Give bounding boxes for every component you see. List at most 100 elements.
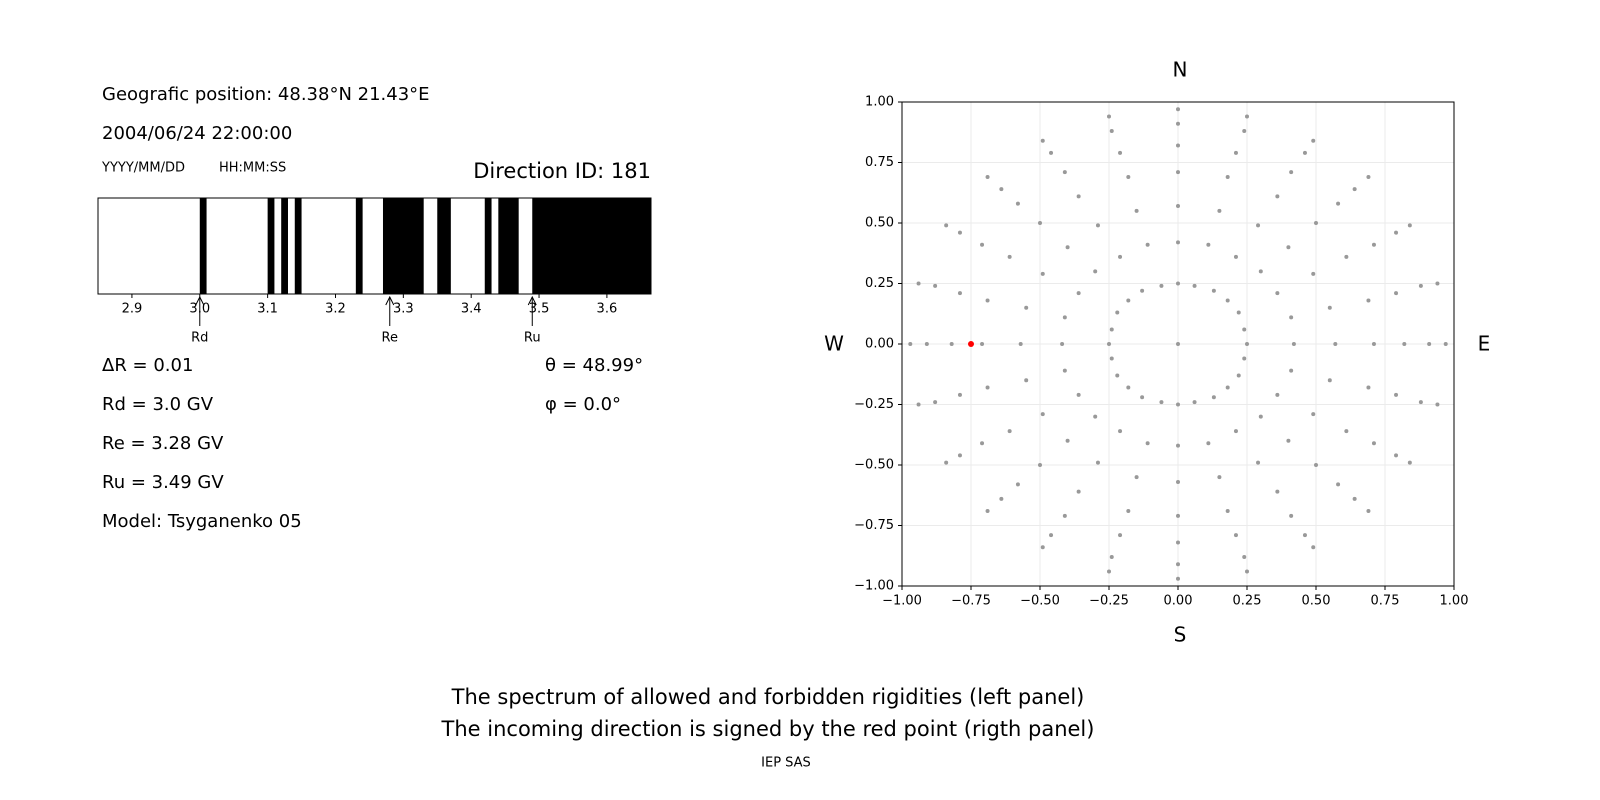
direction-point (1225, 508, 1230, 513)
direction-point (1065, 438, 1070, 443)
spectrum-frame (97, 197, 652, 295)
direction-point (1115, 373, 1120, 378)
x-tick-label: 2.9 (122, 302, 143, 317)
direction-point (1333, 342, 1338, 346)
direction-point (1236, 310, 1241, 315)
direction-point (1095, 223, 1100, 228)
direction-point (980, 342, 985, 346)
direction-point (1311, 545, 1316, 550)
direction-point (1076, 194, 1081, 199)
x-tick-label: 1.00 (1440, 594, 1469, 609)
info-line: Rd = 3.0 GV (102, 394, 214, 415)
direction-point (1140, 288, 1145, 293)
direction-point (1062, 368, 1067, 373)
direction-point (1407, 460, 1412, 465)
x-tick-label: 0.50 (1302, 594, 1331, 609)
direction-point (1145, 242, 1150, 247)
direction-point (1062, 513, 1067, 518)
direction-point (980, 441, 985, 446)
direction-point (1311, 138, 1316, 143)
marker-label: Re (382, 331, 398, 346)
direction-point (1211, 288, 1216, 293)
direction-point (1192, 283, 1197, 288)
marker-label: Rd (191, 331, 208, 346)
direction-point (1038, 221, 1042, 225)
direction-point (957, 392, 962, 397)
direction-point (1176, 513, 1180, 518)
direction-point (916, 402, 921, 407)
y-tick-label: −1.00 (854, 579, 894, 594)
direction-point (1118, 429, 1123, 434)
y-tick-label: 0.50 (865, 216, 894, 231)
direction-point (1242, 356, 1247, 361)
direction-point (1095, 460, 1100, 465)
forbidden-band (382, 198, 424, 294)
direction-point (1040, 138, 1045, 143)
direction-point (1256, 460, 1261, 465)
compass-east: E (1478, 332, 1491, 356)
x-tick-label: 0.75 (1371, 594, 1400, 609)
credit: IEP SAS (761, 756, 811, 771)
direction-point (985, 508, 990, 513)
marker-arrowhead (385, 295, 395, 306)
direction-point (1242, 327, 1247, 332)
direction-point (1245, 114, 1249, 119)
direction-point (1233, 533, 1238, 538)
direction-point (1217, 475, 1222, 480)
direction-point (957, 453, 962, 458)
direction-point (1176, 143, 1180, 148)
direction-point (1233, 254, 1238, 259)
direction-point (1291, 342, 1296, 346)
direction-point (1176, 204, 1180, 209)
direction-point (1366, 508, 1371, 513)
direction-point (1126, 385, 1131, 390)
marker-arrowhead (195, 295, 205, 306)
direction-point (1289, 315, 1294, 320)
direction-point (1275, 392, 1280, 397)
direction-point (1371, 441, 1376, 446)
direction-point (1206, 242, 1211, 247)
forbidden-band (484, 198, 492, 294)
direction-point (1118, 254, 1123, 259)
direction-point (1233, 150, 1238, 155)
forbidden-band (532, 198, 651, 294)
plot-frame (901, 101, 1455, 587)
direction-point (1336, 482, 1341, 487)
direction-point (1206, 441, 1211, 446)
x-tick-label: 3.3 (393, 302, 414, 317)
direction-point (1049, 150, 1054, 155)
direction-point (1394, 392, 1399, 397)
direction-point (1109, 554, 1114, 559)
incoming-direction-point (968, 341, 974, 347)
direction-point (1352, 496, 1357, 501)
direction-point (1176, 342, 1180, 346)
direction-point (1018, 342, 1023, 346)
direction-point (1015, 482, 1020, 487)
info-line: ΔR = 0.01 (102, 355, 193, 376)
direction-point (1275, 489, 1280, 494)
direction-point (1236, 373, 1241, 378)
x-tick-label: −0.50 (1020, 594, 1060, 609)
direction-point (924, 342, 929, 346)
caption: The spectrum of allowed and forbidden ri… (451, 685, 1085, 709)
direction-point (985, 385, 990, 390)
direction-point (1115, 310, 1120, 315)
x-tick-label: −1.00 (882, 594, 922, 609)
direction-point (1366, 175, 1371, 180)
direction-point (1040, 545, 1045, 550)
x-tick-label: 3.1 (257, 302, 278, 317)
x-tick-label: 3.4 (461, 302, 482, 317)
direction-point (1402, 342, 1407, 346)
info-line: Ru = 3.49 GV (102, 472, 224, 493)
direction-point (1065, 245, 1070, 250)
direction-point (1118, 150, 1123, 155)
direction-point (1159, 400, 1164, 405)
direction-point (1062, 170, 1067, 175)
marker-arrowhead (527, 295, 537, 306)
direction-point (1145, 441, 1150, 446)
direction-point (1225, 175, 1230, 180)
x-tick-label: 0.25 (1233, 594, 1262, 609)
direction-point (1176, 281, 1180, 286)
direction-point (916, 281, 921, 286)
forbidden-band (281, 198, 288, 294)
